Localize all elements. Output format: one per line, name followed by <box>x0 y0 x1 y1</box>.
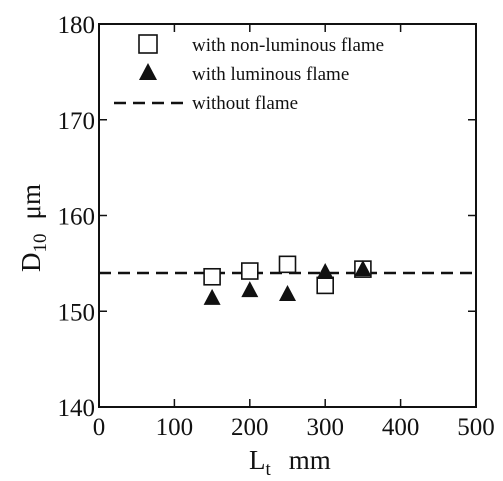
y-tick-label: 150 <box>58 299 96 326</box>
x-tick-label: 0 <box>93 414 106 441</box>
y-tick-label: 180 <box>58 12 96 39</box>
x-tick-label: 400 <box>382 414 420 441</box>
x-axis-ticks: 0 100 200 300 400 500 <box>93 24 495 441</box>
y-axis-title-unit: μm <box>16 184 46 219</box>
y-tick-label: 170 <box>58 108 96 135</box>
point-luminous <box>316 262 334 279</box>
x-axis-title-unit: mm <box>289 445 331 475</box>
legend-marker-open-square <box>138 34 158 54</box>
point-luminous <box>241 281 259 298</box>
x-tick-label: 200 <box>231 414 269 441</box>
point-non-luminous <box>241 262 259 280</box>
legend: with non-luminous flame with luminous fl… <box>114 34 384 114</box>
x-axis-title-subscript: t <box>266 459 272 480</box>
x-tick-label: 500 <box>457 414 495 441</box>
legend-label-without-flame: without flame <box>192 93 298 114</box>
y-tick-label: 140 <box>58 395 96 422</box>
point-luminous <box>279 285 296 302</box>
x-tick-label: 100 <box>156 414 194 441</box>
point-luminous <box>203 288 221 305</box>
x-tick-label: 300 <box>306 414 344 441</box>
point-non-luminous <box>278 255 297 274</box>
y-axis-ticks: 140 150 160 170 180 <box>58 12 476 422</box>
x-axis-title: Lt mm <box>249 445 331 480</box>
point-non-luminous <box>316 276 335 295</box>
legend-marker-filled-triangle <box>139 63 157 80</box>
legend-label-non-luminous: with non-luminous flame <box>192 35 384 56</box>
data-points <box>203 255 372 305</box>
y-axis-title: D10 μm <box>16 184 51 272</box>
y-tick-label: 160 <box>58 204 96 231</box>
y-axis-title-main: D <box>16 253 46 273</box>
point-luminous <box>354 260 372 277</box>
y-axis-title-subscript: 10 <box>30 234 51 253</box>
point-non-luminous <box>203 267 221 286</box>
legend-label-luminous: with luminous flame <box>192 64 349 85</box>
x-axis-title-main: L <box>249 445 266 475</box>
